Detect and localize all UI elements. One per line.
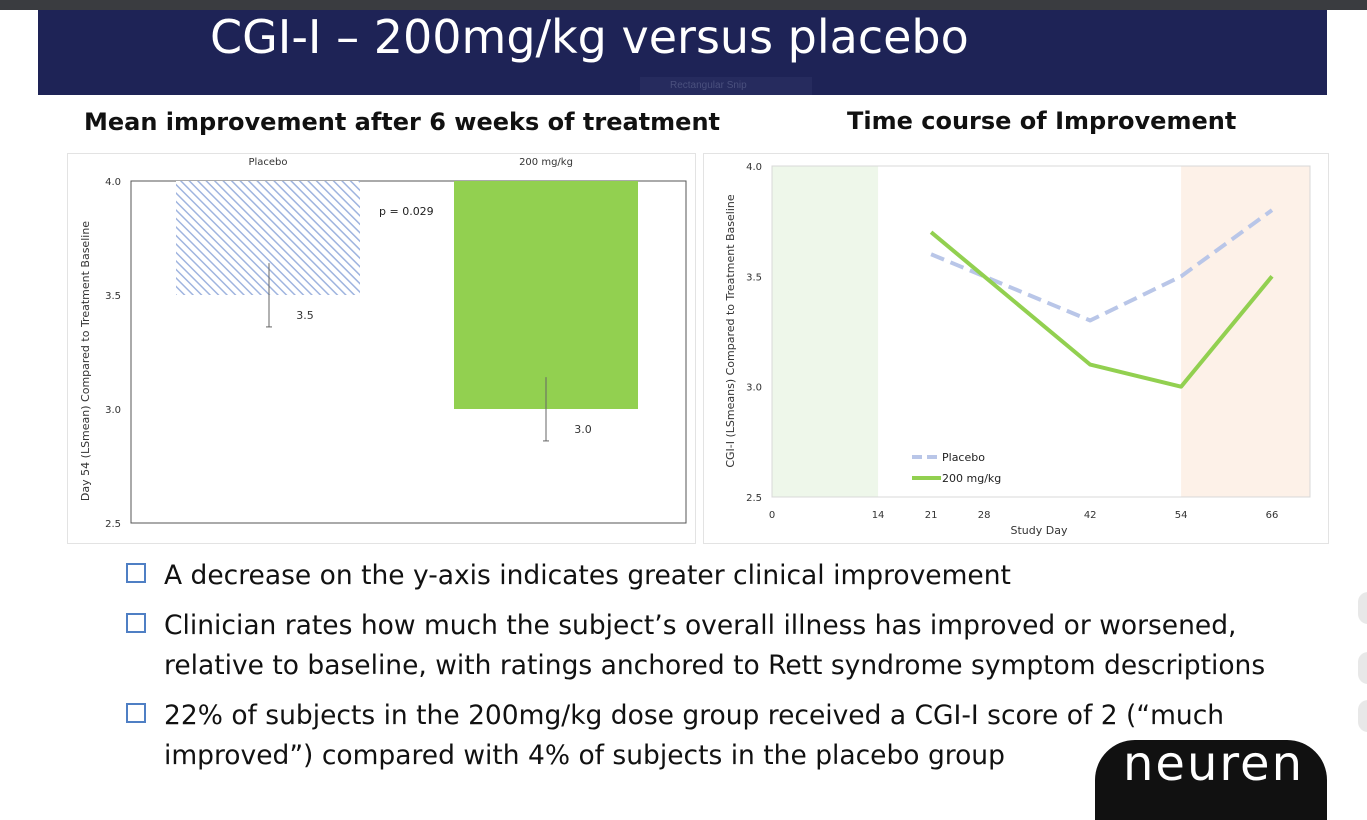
bullet-text: 22% of subjects in the 200mg/kg dose gro… (164, 700, 1225, 771)
p-value-annotation: p = 0.029 (379, 205, 434, 218)
window-top-strip (0, 0, 1367, 10)
right-chart-heading: Time course of Improvement (847, 107, 1237, 135)
bullet-box-icon (126, 563, 146, 583)
bullet-text: A decrease on the y-axis indicates great… (164, 560, 1011, 591)
line-plot-frame (771, 165, 1311, 498)
bar-200mg (454, 181, 638, 409)
line-y-tick-label: 3.0 (746, 383, 762, 394)
bar-category-label: Placebo (248, 157, 287, 168)
line-x-tick-label: 14 (872, 510, 885, 521)
line-y-tick-label: 2.5 (746, 493, 762, 504)
bar-y-axis-label: Day 54 (LSmean) Compared to Treatment Ba… (79, 221, 92, 501)
plot-frame (130, 180, 687, 524)
line-y-axis-label: CGI-I (LSmeans) Compared to Treatment Ba… (724, 194, 737, 468)
bar-y-tick-label: 3.5 (105, 291, 121, 302)
bar-chart: 4.0 3.5 3.0 2.5 Placebo 200 mg/kg 3.5 3.0 p =… (79, 157, 687, 530)
line-chart-panel: 4.0 3.5 3.0 2.5 0 14 21 28 42 54 66 Study Day CGI… (703, 153, 1329, 544)
bullet-box-icon (126, 703, 146, 723)
slide-title: CGI-I – 200mg/kg versus placebo (210, 10, 969, 64)
shaded-region (772, 166, 879, 497)
line-x-axis-label: Study Day (1011, 524, 1068, 537)
line-x-tick-label: 66 (1266, 510, 1279, 521)
line-legend: Placebo 200 mg/kg (912, 451, 1001, 485)
bar-data-label: 3.5 (296, 309, 314, 322)
slide-header: CGI-I – 200mg/kg versus placebo Rectangu… (38, 10, 1327, 95)
line-chart: 4.0 3.5 3.0 2.5 0 14 21 28 42 54 66 Study Day CGI… (724, 162, 1311, 537)
line-x-tick-label: 0 (769, 510, 775, 521)
neuren-logo: neuren (1095, 740, 1327, 820)
side-scroll-dot[interactable] (1358, 700, 1367, 732)
bullet-item: 22% of subjects in the 200mg/kg dose gro… (124, 696, 1324, 776)
bar-placebo (176, 181, 360, 295)
logo-text: neuren (1123, 740, 1305, 792)
bar-category-label: 200 mg/kg (519, 157, 573, 168)
series-line-200mg (929, 230, 1274, 389)
legend-dose-label: 200 mg/kg (942, 472, 1001, 485)
line-x-tick-label: 42 (1084, 510, 1097, 521)
snip-overlay-label: Rectangular Snip (640, 77, 812, 95)
line-y-tick-label: 4.0 (746, 162, 762, 173)
bullet-list: A decrease on the y-axis indicates great… (124, 556, 1324, 786)
line-y-tick-label: 3.5 (746, 272, 762, 283)
series-line-placebo (930, 208, 1274, 323)
side-scroll-dot[interactable] (1358, 652, 1367, 684)
bar-y-tick-label: 2.5 (105, 519, 121, 530)
side-scroll-dot[interactable] (1358, 592, 1367, 624)
bar-y-tick-label: 3.0 (105, 405, 121, 416)
bar-y-tick-label: 4.0 (105, 177, 121, 188)
left-chart-heading: Mean improvement after 6 weeks of treatm… (84, 108, 720, 136)
bar-data-label: 3.0 (574, 423, 592, 436)
legend-placebo-label: Placebo (942, 451, 985, 464)
bullet-item: A decrease on the y-axis indicates great… (124, 556, 1324, 596)
bullet-item: Clinician rates how much the subject’s o… (124, 606, 1324, 686)
shaded-region (1181, 166, 1310, 497)
bullet-text: Clinician rates how much the subject’s o… (164, 610, 1266, 681)
bullet-box-icon (126, 613, 146, 633)
bar-chart-panel: 4.0 3.5 3.0 2.5 Placebo 200 mg/kg 3.5 3.0 p =… (67, 153, 696, 544)
line-x-tick-label: 54 (1175, 510, 1188, 521)
line-x-tick-label: 21 (925, 510, 938, 521)
line-x-tick-label: 28 (978, 510, 991, 521)
